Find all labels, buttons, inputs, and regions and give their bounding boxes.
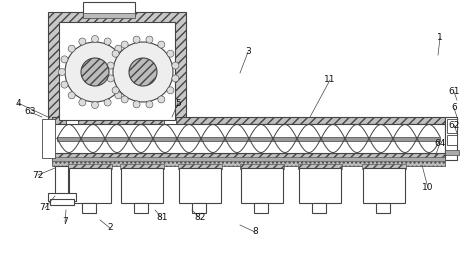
Bar bbox=[312, 203, 326, 213]
Circle shape bbox=[81, 58, 109, 86]
Bar bbox=[52, 124, 445, 153]
Bar bbox=[83, 2, 135, 16]
Text: 72: 72 bbox=[32, 170, 44, 180]
Text: 5: 5 bbox=[175, 99, 181, 107]
Text: 81: 81 bbox=[156, 214, 168, 222]
Text: 3: 3 bbox=[245, 47, 251, 57]
Circle shape bbox=[68, 45, 75, 52]
Bar bbox=[59, 22, 175, 120]
Bar bbox=[376, 203, 390, 213]
Bar bbox=[50, 199, 74, 205]
Bar bbox=[164, 117, 176, 130]
Text: 6: 6 bbox=[451, 103, 457, 113]
Text: 1: 1 bbox=[437, 34, 443, 43]
Bar bbox=[254, 203, 268, 213]
Bar bbox=[179, 168, 221, 203]
Bar bbox=[121, 168, 163, 203]
Circle shape bbox=[112, 50, 119, 57]
Bar bbox=[52, 160, 445, 166]
Circle shape bbox=[61, 56, 68, 63]
Bar bbox=[192, 203, 206, 213]
Text: 8: 8 bbox=[252, 228, 258, 236]
Circle shape bbox=[122, 81, 129, 88]
Bar bbox=[447, 119, 457, 133]
Bar bbox=[52, 153, 445, 160]
Bar bbox=[57, 136, 440, 140]
Circle shape bbox=[104, 99, 111, 106]
Bar bbox=[48, 12, 186, 130]
Text: 62: 62 bbox=[448, 121, 460, 129]
Circle shape bbox=[122, 56, 129, 63]
Text: 10: 10 bbox=[422, 184, 434, 192]
Bar bbox=[298, 164, 342, 169]
Circle shape bbox=[65, 42, 125, 102]
Circle shape bbox=[146, 101, 153, 108]
Bar bbox=[134, 203, 148, 213]
Circle shape bbox=[133, 101, 140, 108]
Circle shape bbox=[79, 38, 86, 45]
Circle shape bbox=[115, 45, 122, 52]
Circle shape bbox=[92, 102, 99, 109]
Bar bbox=[42, 119, 55, 158]
Text: 63: 63 bbox=[24, 107, 36, 117]
Circle shape bbox=[121, 41, 128, 48]
Bar bbox=[362, 164, 406, 169]
Bar bbox=[68, 164, 112, 169]
Text: 61: 61 bbox=[448, 87, 460, 96]
Circle shape bbox=[167, 50, 174, 57]
Circle shape bbox=[104, 38, 111, 45]
Circle shape bbox=[79, 99, 86, 106]
Circle shape bbox=[115, 92, 122, 99]
Text: 82: 82 bbox=[194, 214, 206, 222]
Circle shape bbox=[107, 75, 114, 82]
Circle shape bbox=[68, 92, 75, 99]
Bar bbox=[55, 166, 68, 196]
Circle shape bbox=[112, 87, 119, 94]
Bar bbox=[299, 168, 341, 203]
Circle shape bbox=[146, 36, 153, 43]
Bar bbox=[241, 168, 283, 203]
Bar bbox=[48, 193, 76, 201]
Bar bbox=[82, 203, 96, 213]
Circle shape bbox=[133, 36, 140, 43]
Bar bbox=[69, 168, 111, 203]
Circle shape bbox=[172, 62, 179, 69]
Bar bbox=[445, 150, 459, 155]
Circle shape bbox=[167, 87, 174, 94]
Bar bbox=[120, 164, 164, 169]
Circle shape bbox=[92, 35, 99, 43]
Text: 71: 71 bbox=[39, 203, 51, 213]
Bar bbox=[83, 13, 135, 18]
Circle shape bbox=[121, 96, 128, 103]
Circle shape bbox=[158, 41, 165, 48]
Circle shape bbox=[125, 69, 132, 76]
Text: 2: 2 bbox=[107, 224, 113, 233]
Circle shape bbox=[158, 96, 165, 103]
Circle shape bbox=[172, 75, 179, 82]
Circle shape bbox=[113, 42, 173, 102]
Circle shape bbox=[107, 62, 114, 69]
Bar bbox=[447, 135, 457, 145]
Text: 11: 11 bbox=[324, 76, 336, 84]
Bar bbox=[52, 117, 445, 124]
Text: 4: 4 bbox=[15, 99, 21, 107]
Bar bbox=[178, 164, 222, 169]
Circle shape bbox=[58, 69, 65, 76]
Circle shape bbox=[129, 58, 157, 86]
Circle shape bbox=[61, 81, 68, 88]
Bar bbox=[445, 117, 457, 160]
Bar bbox=[52, 157, 445, 161]
Bar bbox=[363, 168, 405, 203]
Text: 64: 64 bbox=[434, 139, 446, 147]
Bar bbox=[66, 117, 78, 130]
Text: 7: 7 bbox=[62, 218, 68, 226]
Bar bbox=[240, 164, 284, 169]
